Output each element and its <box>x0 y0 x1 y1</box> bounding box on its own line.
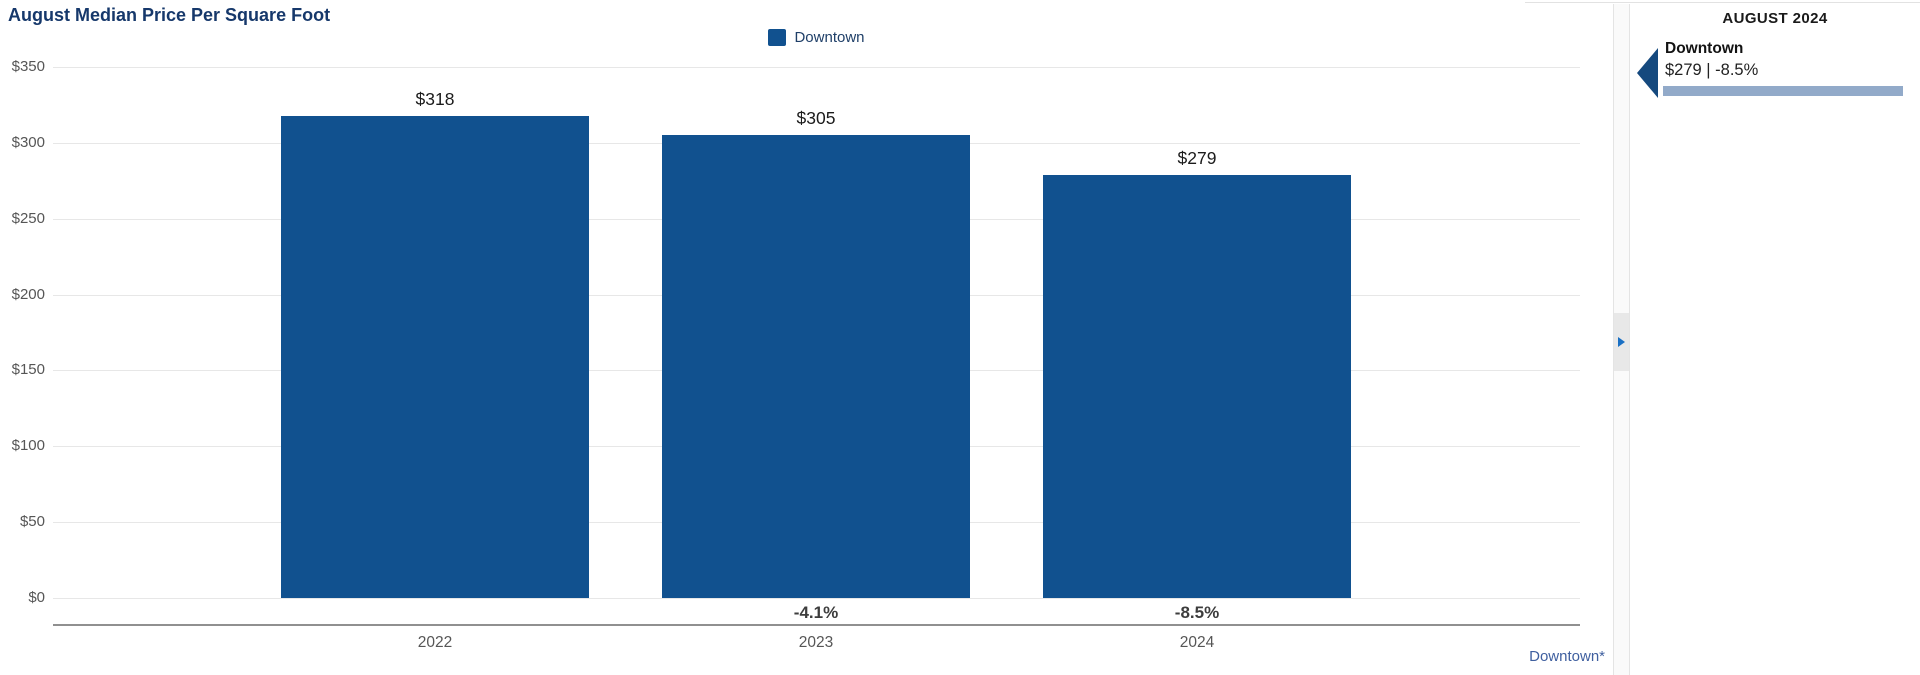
summary-item-name: Downtown <box>1665 40 1744 57</box>
downtown-footnote-link[interactable]: Downtown* <box>1529 648 1605 665</box>
splitter-handle[interactable] <box>1614 313 1629 371</box>
bar-2022[interactable] <box>281 115 589 598</box>
summary-item-bar <box>1663 86 1903 96</box>
y-axis-tick-label: $300 <box>11 133 45 151</box>
x-axis-label-2024: 2024 <box>1179 634 1215 651</box>
summary-panel-title: AUGUST 2024 <box>1722 10 1828 27</box>
summary-panel: AUGUST 2024 Downtown $279 | -8.5% <box>1630 0 1920 675</box>
legend-label: Downtown <box>794 28 865 46</box>
top-border-divider <box>1525 2 1920 3</box>
legend-swatch-icon <box>768 28 787 46</box>
x-axis-label-2022: 2022 <box>417 634 453 651</box>
gridline <box>53 598 1580 599</box>
bar-value-label: $318 <box>415 88 455 109</box>
y-axis-tick-label: $150 <box>11 361 45 379</box>
bar-2023[interactable] <box>662 135 970 598</box>
chart-legend-item[interactable]: Downtown <box>53 27 1580 47</box>
chart-title: August Median Price Per Square Foot <box>8 5 331 25</box>
y-axis-tick-label: $0 <box>28 589 45 606</box>
gridline <box>53 67 1580 68</box>
bar-2024[interactable] <box>1043 174 1351 598</box>
bar-value-label: $279 <box>1177 147 1217 168</box>
summary-item-value: $279 | -8.5% <box>1665 61 1759 79</box>
y-axis-tick-label: $200 <box>11 285 45 303</box>
series-marker-icon <box>1637 48 1658 98</box>
y-axis-tick-label: $50 <box>19 513 45 531</box>
y-axis-tick-label: $100 <box>11 437 45 455</box>
x-axis-line <box>53 624 1580 626</box>
bar-value-label: $305 <box>796 108 836 129</box>
expand-panel-arrow-icon <box>1618 337 1625 347</box>
y-axis-tick-label: $250 <box>11 209 45 227</box>
x-axis-label-2023: 2023 <box>798 634 834 651</box>
panel-splitter[interactable] <box>1613 4 1630 675</box>
pct-change-label: -8.5% <box>1174 603 1220 622</box>
plot-area: $0 $50 $100 $150 $200 $250 $300 $350 $318 2022 $30… <box>11 58 1580 651</box>
pct-change-label: -4.1% <box>793 603 839 622</box>
y-axis-tick-label: $350 <box>11 58 45 75</box>
